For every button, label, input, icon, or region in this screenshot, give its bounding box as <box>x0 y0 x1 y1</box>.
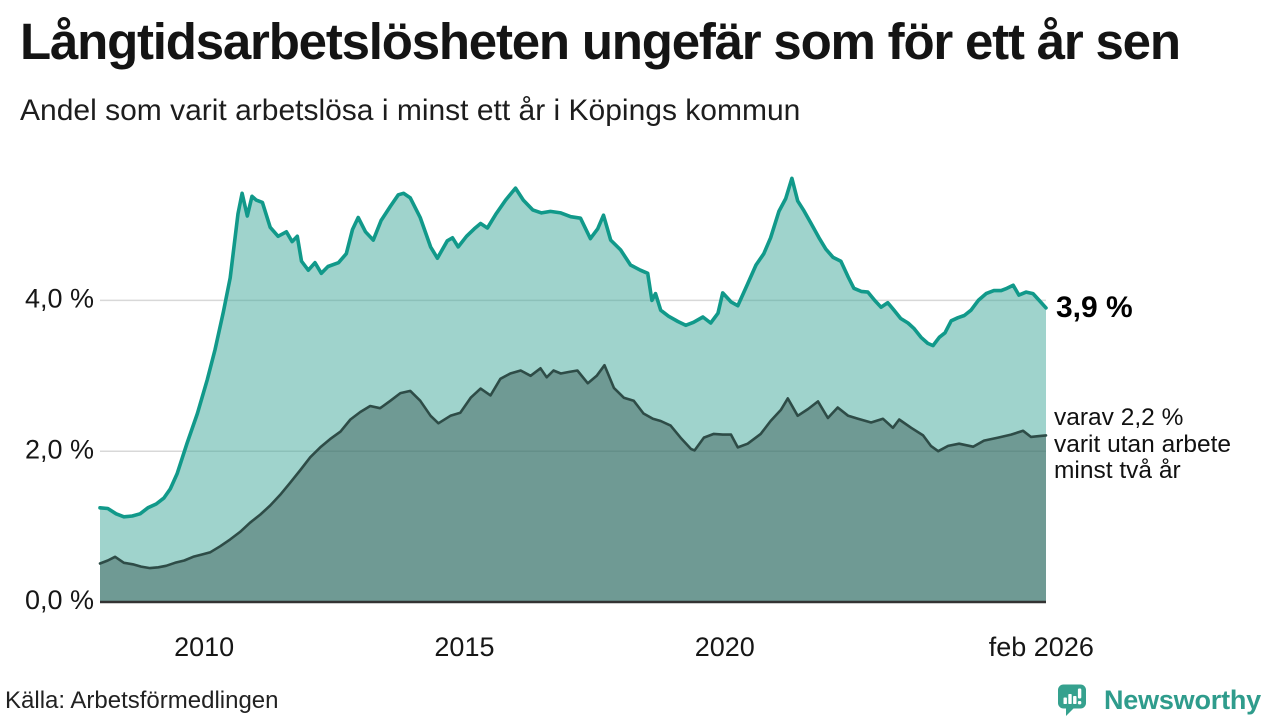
page-subtitle: Andel som varit arbetslösa i minst ett å… <box>20 94 801 127</box>
y-tick-label: 4,0 % <box>25 284 94 314</box>
x-tick-label: feb 2026 <box>989 632 1094 662</box>
x-tick-label: 2015 <box>434 632 494 662</box>
series-line-min-one-year <box>98 176 1048 519</box>
secondary-value-line: varit utan arbete <box>1054 430 1232 458</box>
newsworthy-icon <box>1057 684 1086 716</box>
brand-name: Newsworthy <box>1103 684 1261 715</box>
x-tick-label: 2010 <box>174 632 234 662</box>
y-tick-label: 2,0 % <box>25 434 94 464</box>
series-area-min-two-years <box>100 365 1046 602</box>
secondary-value-line: varav 2,2 % <box>1054 404 1184 431</box>
page-title: Långtidsarbetslösheten ungefär som för e… <box>20 13 1181 70</box>
latest-value-label: 3,9 % <box>1056 291 1133 324</box>
brand-logo: Newsworthy <box>1057 683 1261 717</box>
series-area-min-one-year <box>100 178 1046 603</box>
x-tick-label: 2020 <box>695 632 755 662</box>
series-line-min-two-years <box>98 363 1048 570</box>
secondary-value-line: minst två år <box>1054 457 1181 484</box>
secondary-value-label: varav 2,2 % varit utan arbete minst två … <box>1054 404 1232 485</box>
y-tick-label: 0,0 % <box>25 585 94 615</box>
source-note: Källa: Arbetsförmedlingen <box>5 687 279 714</box>
